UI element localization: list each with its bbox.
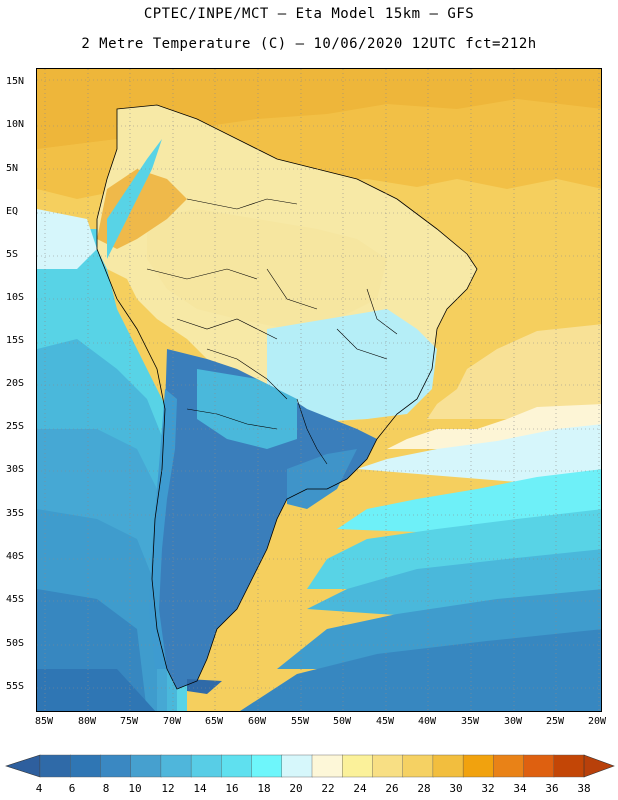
lat-label: 5N <box>6 163 19 174</box>
lon-label: 85W <box>34 716 54 727</box>
lat-label: 10S <box>6 292 25 303</box>
lat-label: 45S <box>6 594 25 605</box>
lat-label: 40S <box>6 551 25 562</box>
lon-label: 50W <box>332 716 352 727</box>
map-canvas <box>37 69 601 711</box>
map-title: CPTEC/INPE/MCT – Eta Model 15km – GFS <box>143 6 475 22</box>
lon-label: 45W <box>375 716 395 727</box>
colorbar-cell <box>190 754 223 778</box>
lon-label: 35W <box>460 716 480 727</box>
colorbar-cell <box>523 754 555 778</box>
colorbar-label: 12 <box>161 782 175 795</box>
colorbar-cell <box>311 754 343 778</box>
colorbar-cell <box>372 754 404 778</box>
colorbar-cell <box>39 754 71 778</box>
colorbar-label: 6 <box>68 782 76 795</box>
lon-label: 20W <box>587 716 607 727</box>
ocean-band-20 <box>357 424 601 489</box>
colorbar-label: 18 <box>257 782 271 795</box>
colorbar-cell <box>553 754 585 778</box>
border-state1 <box>336 328 388 360</box>
lat-label: 25S <box>6 421 25 432</box>
colorbar-cell <box>281 754 313 778</box>
colorbar-label: 8 <box>102 782 110 795</box>
lat-label: 50S <box>6 638 25 649</box>
border-col-per <box>146 268 258 280</box>
land-tierra-del-fuego <box>187 679 222 694</box>
temperature-colorbar <box>5 754 615 778</box>
country-borders <box>146 198 398 465</box>
colorbar-label: 34 <box>513 782 527 795</box>
colorbar-label: 32 <box>481 782 495 795</box>
colorbar-arrow-low <box>5 754 41 778</box>
land-uruguay <box>287 449 357 509</box>
colorbar-cells <box>39 754 585 778</box>
lon-label: 75W <box>119 716 139 727</box>
ocean-band-10 <box>240 629 601 711</box>
colorbar-label: 16 <box>225 782 239 795</box>
map-subtitle: 2 Metre Temperature (C) – 10/06/2020 12U… <box>81 36 537 52</box>
colorbar-cell <box>342 754 374 778</box>
lat-label: 20S <box>6 378 25 389</box>
lat-label: 5S <box>6 249 19 260</box>
border-per-bra <box>176 318 278 340</box>
colorbar-label: 4 <box>35 782 43 795</box>
colorbar-cell <box>160 754 192 778</box>
colorbar-cell <box>130 754 162 778</box>
colorbar-arrow-high <box>583 754 615 778</box>
border-state3 <box>266 268 318 310</box>
pacific-band-20 <box>37 209 97 269</box>
colorbar-label: 20 <box>289 782 303 795</box>
lat-label: EQ <box>6 206 19 217</box>
lat-label: 15S <box>6 335 25 346</box>
lon-label: 60W <box>247 716 267 727</box>
lon-label: 30W <box>503 716 523 727</box>
coastline <box>96 104 478 690</box>
colorbar-cell <box>251 754 283 778</box>
colorbar-cell <box>432 754 464 778</box>
lat-label: 35S <box>6 508 25 519</box>
graticule <box>37 69 601 711</box>
colorbar-cell <box>402 754 434 778</box>
lon-label: 70W <box>162 716 182 727</box>
colorbar-cell <box>100 754 132 778</box>
colorbar-label: 36 <box>545 782 559 795</box>
andes-north <box>107 139 162 259</box>
lat-label: 55S <box>6 681 25 692</box>
colorbar-label: 26 <box>385 782 399 795</box>
border-state2 <box>366 288 398 335</box>
colorbar-label: 30 <box>449 782 463 795</box>
colorbar-label: 14 <box>193 782 207 795</box>
colorbar-label: 28 <box>417 782 431 795</box>
colorbar-label: 38 <box>577 782 591 795</box>
colorbar-cell <box>221 754 253 778</box>
colorbar-cell <box>493 754 525 778</box>
colorbar-cell <box>462 754 495 778</box>
border-bol <box>206 348 288 400</box>
colorbar-label: 22 <box>321 782 335 795</box>
pacific-band-8 <box>37 669 156 711</box>
border-arg-par <box>186 408 278 430</box>
lon-label: 80W <box>77 716 97 727</box>
andes-south <box>149 389 177 669</box>
colorbar-label: 24 <box>353 782 367 795</box>
border-ven-bra <box>186 198 298 210</box>
colorbar-cell <box>70 754 102 778</box>
lon-label: 65W <box>204 716 224 727</box>
lat-label: 15N <box>6 76 25 87</box>
border-bra-par <box>296 398 328 465</box>
lat-label: 30S <box>6 464 25 475</box>
land-southern-cone <box>152 349 377 689</box>
lon-label: 55W <box>290 716 310 727</box>
lat-label: 10N <box>6 119 25 130</box>
lon-label: 40W <box>417 716 437 727</box>
colorbar-label: 10 <box>128 782 142 795</box>
lon-label: 25W <box>545 716 565 727</box>
ocean-band-24 <box>427 324 601 419</box>
temperature-map[interactable] <box>36 68 602 712</box>
land-brazil-highlands <box>267 309 437 421</box>
